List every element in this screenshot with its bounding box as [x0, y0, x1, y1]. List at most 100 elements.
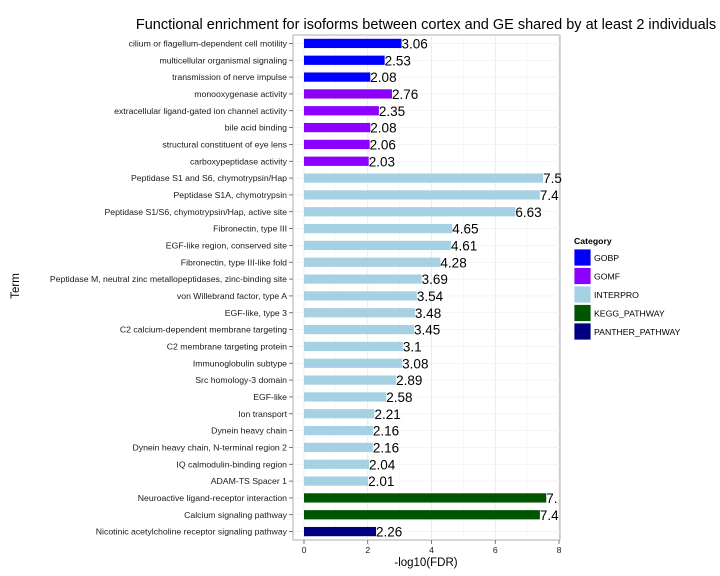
term-label-24: Dynein heavy chain, N-terminal region 2 — [132, 442, 287, 452]
term-label-21: EGF-like — [253, 392, 287, 402]
bar-26 — [304, 476, 369, 486]
term-label-14: Peptidase M, neutral zinc metallopeptida… — [50, 274, 287, 284]
bar-10 — [304, 207, 516, 217]
term-label-5: bile acid binding — [225, 123, 287, 133]
x-axis-ticks: 0 2 4 6 8 — [302, 540, 562, 555]
bar-22 — [304, 409, 375, 419]
bar-15 — [304, 291, 417, 301]
legend-label-gomf: GOMF — [594, 272, 620, 282]
bar-4 — [304, 106, 379, 116]
term-label-7: carboxypeptidase activity — [190, 156, 288, 166]
legend-swatch-panther-pathway — [573, 322, 592, 341]
bar-value-label-2: 2.08 — [370, 70, 396, 85]
bar-24 — [304, 442, 373, 453]
bar-value-label-5: 2.08 — [370, 121, 396, 136]
term-label-12: EGF-like region, conserved site — [166, 240, 287, 250]
legend-swatch-gobp — [573, 248, 592, 267]
x-tick-label-3: 6 — [493, 545, 498, 555]
bar-value-label-6: 2.06 — [370, 137, 396, 152]
bar-value-label-15: 3.54 — [417, 289, 444, 304]
bar-8 — [304, 173, 544, 183]
legend-label-gobp: GOBP — [594, 253, 619, 263]
x-tick-label-2: 4 — [429, 545, 434, 555]
bar-27 — [304, 493, 547, 503]
term-label-13: Fibronectin, type III-like fold — [181, 257, 287, 267]
term-label-28: Calcium signaling pathway — [184, 510, 288, 520]
bar-value-label-25: 2.04 — [369, 457, 396, 472]
bar-value-label-16: 3.48 — [415, 306, 441, 321]
term-label-18: C2 membrane targeting protein — [167, 341, 287, 351]
bar-12 — [304, 240, 451, 251]
term-label-9: Peptidase S1A, chymotrypsin — [174, 190, 288, 200]
legend-title: Category — [574, 236, 612, 246]
term-label-26: ADAM-TS Spacer 1 — [211, 476, 287, 486]
bar-value-label-17: 3.45 — [414, 323, 440, 338]
bar-7 — [304, 156, 369, 166]
legend-label-panther-pathway: PANTHER_PATHWAY — [594, 327, 681, 337]
bar-value-label-21: 2.58 — [386, 390, 412, 405]
bar-value-label-12: 4.61 — [451, 238, 477, 253]
term-label-2: transmission of nerve impulse — [172, 72, 287, 82]
term-label-25: IQ calmodulin-binding region — [176, 459, 287, 469]
bar-value-label-18: 3.1 — [403, 339, 422, 354]
legend: Category GOBP GOMF INTERPRO KEGG_PATHWAY PAN… — [573, 236, 681, 341]
plot-panel: 3.062.532.082.762.352.082.062.037.57.46.… — [292, 34, 562, 541]
bar-2 — [304, 72, 371, 82]
bar-value-label-3: 2.76 — [392, 87, 418, 102]
chart-title: Functional enrichment for isoforms betwe… — [136, 17, 716, 33]
bar-13 — [304, 257, 441, 267]
bar-29 — [304, 526, 377, 537]
legend-label-kegg-pathway: KEGG_PATHWAY — [594, 309, 665, 319]
term-label-19: Immunoglobulin subtype — [193, 358, 287, 368]
bar-28 — [304, 510, 540, 520]
bar-23 — [304, 425, 373, 436]
term-label-10: Peptidase S1/S6, chymotrypsin/Hap, activ… — [104, 207, 287, 217]
term-label-11: Fibronectin, type III — [213, 224, 287, 234]
bar-value-label-14: 3.69 — [422, 272, 448, 287]
x-axis-title: -log10(FDR) — [394, 557, 457, 569]
term-label-20: Src homology-3 domain — [195, 375, 287, 385]
bar-value-label-11: 4.65 — [452, 222, 478, 237]
bar-0 — [304, 38, 402, 49]
term-label-1: multicellular organismal signaling — [160, 55, 288, 65]
bar-11 — [304, 223, 453, 234]
legend-label-interpro: INTERPRO — [594, 290, 639, 300]
term-label-0: cilium or flagellum-dependent cell motil… — [129, 38, 288, 48]
bar-value-label-29: 2.26 — [376, 525, 402, 540]
bar-value-label-22: 2.21 — [374, 407, 400, 422]
term-label-4: extracellular ligand-gated ion channel a… — [114, 106, 288, 116]
bar-value-label-7: 2.03 — [369, 154, 395, 169]
x-tick-label-1: 2 — [365, 545, 370, 555]
legend-swatch-kegg-pathway — [573, 304, 592, 322]
bar-value-label-0: 3.06 — [402, 36, 428, 51]
bar-value-label-23: 2.16 — [373, 424, 399, 439]
bar-19 — [304, 358, 403, 368]
bar-20 — [304, 375, 397, 385]
bar-16 — [304, 308, 415, 318]
bar-14 — [304, 274, 422, 284]
term-label-3: monooxygenase activity — [194, 89, 287, 99]
legend-swatch-interpro — [573, 285, 592, 304]
bar-value-label-27: 7. — [546, 491, 557, 506]
bar-5 — [304, 122, 371, 133]
bar-value-label-1: 2.53 — [385, 53, 411, 68]
bar-21 — [304, 392, 387, 402]
bar-17 — [304, 324, 414, 335]
bar-6 — [304, 139, 370, 150]
term-label-22: Ion transport — [238, 409, 287, 419]
x-tick-label-0: 0 — [302, 545, 307, 555]
bar-18 — [304, 341, 403, 352]
term-axis-labels: cilium or flagellum-dependent cell motil… — [50, 38, 293, 537]
bar-value-label-13: 4.28 — [440, 255, 466, 270]
term-label-17: C2 calcium-dependent membrane targeting — [120, 325, 287, 335]
legend-swatch-gomf — [573, 267, 592, 285]
x-tick-label-4: 8 — [557, 545, 562, 555]
bar-9 — [304, 190, 540, 200]
panel-background — [292, 34, 561, 541]
bar-value-label-28: 7.4 — [540, 508, 559, 523]
bar-value-label-8: 7.5 — [543, 171, 562, 186]
term-label-15: von Willebrand factor, type A — [177, 291, 287, 301]
term-label-16: EGF-like, type 3 — [225, 308, 287, 318]
